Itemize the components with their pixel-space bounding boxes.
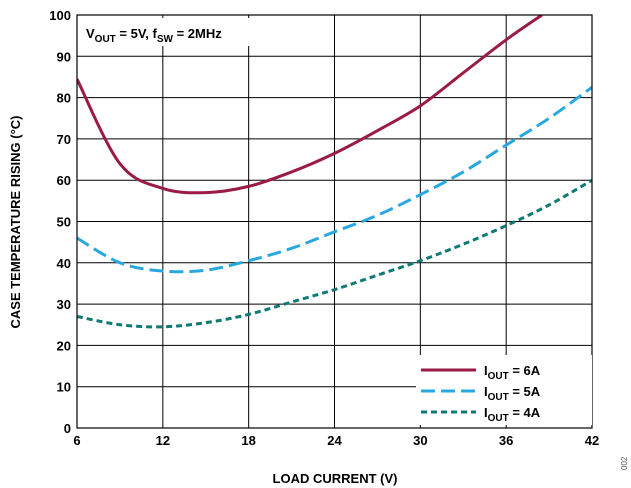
y-tick-label: 10 (57, 380, 71, 395)
condition-annotation-text: VOUT = 5V, fSW = 2MHz (86, 26, 222, 45)
y-tick-label: 50 (57, 215, 71, 230)
y-tick-label: 60 (57, 173, 71, 188)
y-tick-label: 30 (57, 297, 71, 312)
series-line-1 (77, 86, 592, 274)
x-tick-label: 18 (241, 433, 255, 448)
y-tick-labels: 0 10 20 30 40 50 60 70 80 90 100 (49, 8, 71, 436)
legend: IOUT = 6A IOUT = 5A IOUT = 4A (416, 355, 592, 425)
series-line-0 (77, 15, 543, 195)
plot-frame (76, 14, 593, 429)
condition-annotation-box (80, 18, 280, 46)
condition-annotation: VOUT = 5V, fSW = 2MHz (80, 18, 280, 46)
x-tick-label: 6 (73, 433, 80, 448)
y-tick-label: 80 (57, 91, 71, 106)
y-tick-label: 100 (49, 8, 71, 23)
x-tick-label: 36 (499, 433, 513, 448)
x-axis-title: LOAD CURRENT (V) (273, 471, 398, 486)
x-tick-label: 24 (327, 433, 342, 448)
x-tick-label: 30 (413, 433, 427, 448)
legend-label-0: IOUT = 6A (484, 363, 541, 382)
x-tick-labels: 6 12 18 24 30 36 42 (73, 433, 599, 448)
series-layer (77, 15, 592, 329)
legend-label-1: IOUT = 5A (484, 384, 541, 403)
series-line-2 (77, 178, 592, 329)
y-tick-label: 40 (57, 256, 71, 271)
x-tick-label: 12 (156, 433, 170, 448)
figure-id: 002 (620, 456, 629, 470)
x-tick-label: 42 (585, 433, 599, 448)
y-tick-label: 90 (57, 49, 71, 64)
y-axis-title: CASE TEMPERATURE RISING (°C) (8, 116, 23, 329)
legend-label-2: IOUT = 4A (484, 405, 541, 424)
y-tick-label: 70 (57, 132, 71, 147)
y-tick-label: 0 (64, 421, 71, 436)
y-tick-label: 20 (57, 338, 71, 353)
